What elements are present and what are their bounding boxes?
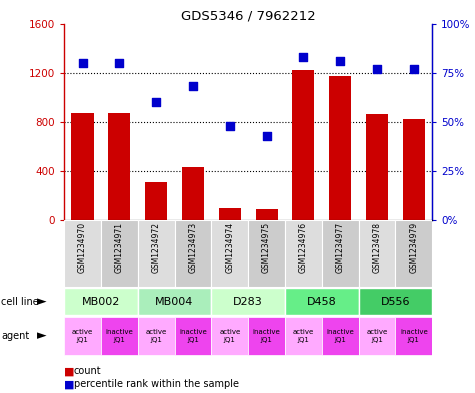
Point xyxy=(300,54,307,60)
Bar xyxy=(64,220,101,287)
Bar xyxy=(285,317,322,355)
Bar xyxy=(256,209,277,220)
Text: MB004: MB004 xyxy=(155,297,194,307)
Bar xyxy=(359,220,395,287)
Point xyxy=(79,60,86,66)
Text: GSM1234977: GSM1234977 xyxy=(336,222,345,273)
Bar xyxy=(329,76,351,220)
Text: ►: ► xyxy=(37,295,47,308)
Text: active
JQ1: active JQ1 xyxy=(366,329,388,343)
Bar xyxy=(71,113,94,220)
Bar xyxy=(64,317,101,355)
Title: GDS5346 / 7962212: GDS5346 / 7962212 xyxy=(181,9,315,22)
Point xyxy=(115,60,123,66)
Bar xyxy=(248,317,285,355)
Bar xyxy=(211,288,285,315)
Text: percentile rank within the sample: percentile rank within the sample xyxy=(74,379,238,389)
Text: ►: ► xyxy=(37,329,47,343)
Point xyxy=(189,83,197,90)
Bar xyxy=(359,317,395,355)
Text: ■: ■ xyxy=(64,379,75,389)
Bar xyxy=(285,220,322,287)
Point xyxy=(336,58,344,64)
Text: D556: D556 xyxy=(380,297,410,307)
Bar xyxy=(101,220,138,287)
Bar xyxy=(175,220,211,287)
Text: inactive
JQ1: inactive JQ1 xyxy=(253,329,280,343)
Point xyxy=(373,66,381,72)
Text: active
JQ1: active JQ1 xyxy=(219,329,240,343)
Text: GSM1234971: GSM1234971 xyxy=(115,222,124,273)
Text: active
JQ1: active JQ1 xyxy=(293,329,314,343)
Bar xyxy=(403,119,425,220)
Bar xyxy=(101,317,138,355)
Text: inactive
JQ1: inactive JQ1 xyxy=(400,329,428,343)
Bar xyxy=(211,317,248,355)
Point xyxy=(226,123,234,129)
Bar xyxy=(145,182,167,220)
Bar xyxy=(248,220,285,287)
Text: GSM1234976: GSM1234976 xyxy=(299,222,308,273)
Bar xyxy=(211,220,248,287)
Bar xyxy=(395,220,432,287)
Bar xyxy=(322,317,359,355)
Text: GSM1234978: GSM1234978 xyxy=(372,222,381,273)
Text: cell line: cell line xyxy=(1,297,38,307)
Text: agent: agent xyxy=(1,331,29,341)
Text: D458: D458 xyxy=(307,297,337,307)
Bar xyxy=(138,317,175,355)
Bar xyxy=(293,70,314,220)
Bar xyxy=(359,288,432,315)
Bar xyxy=(64,288,138,315)
Text: GSM1234974: GSM1234974 xyxy=(225,222,234,273)
Bar xyxy=(182,167,204,220)
Text: GSM1234975: GSM1234975 xyxy=(262,222,271,273)
Bar xyxy=(138,288,211,315)
Bar xyxy=(366,114,388,220)
Bar xyxy=(175,317,211,355)
Text: MB002: MB002 xyxy=(82,297,120,307)
Text: GSM1234973: GSM1234973 xyxy=(189,222,198,273)
Text: inactive
JQ1: inactive JQ1 xyxy=(179,329,207,343)
Text: GSM1234970: GSM1234970 xyxy=(78,222,87,273)
Bar xyxy=(322,220,359,287)
Text: GSM1234972: GSM1234972 xyxy=(152,222,161,273)
Text: GSM1234979: GSM1234979 xyxy=(409,222,418,273)
Bar xyxy=(138,220,175,287)
Text: inactive
JQ1: inactive JQ1 xyxy=(105,329,133,343)
Bar xyxy=(108,113,130,220)
Bar xyxy=(285,288,359,315)
Text: active
JQ1: active JQ1 xyxy=(145,329,167,343)
Point xyxy=(263,132,270,139)
Text: count: count xyxy=(74,366,101,376)
Text: ■: ■ xyxy=(64,366,75,376)
Text: inactive
JQ1: inactive JQ1 xyxy=(326,329,354,343)
Bar xyxy=(395,317,432,355)
Text: D283: D283 xyxy=(233,297,263,307)
Bar xyxy=(218,208,241,220)
Point xyxy=(152,99,160,105)
Text: active
JQ1: active JQ1 xyxy=(72,329,93,343)
Point xyxy=(410,66,418,72)
